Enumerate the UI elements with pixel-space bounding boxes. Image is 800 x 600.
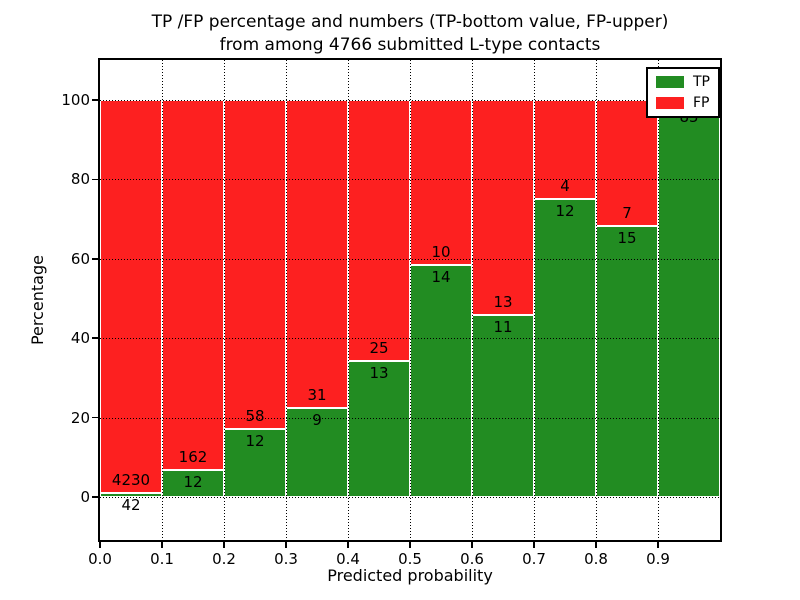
- grid-vline: [161, 60, 163, 540]
- legend-label-fp: FP: [693, 95, 710, 111]
- x-tick-mark: [223, 542, 225, 548]
- bar-segment-fp: [100, 100, 162, 494]
- bar-tp-count-label: 12: [555, 202, 575, 221]
- x-tick-label: 0.5: [398, 550, 422, 568]
- bar-fp-count-label: 4: [560, 177, 570, 196]
- x-tick-label: 0.0: [88, 550, 112, 568]
- bar-segment-fp: [534, 100, 596, 200]
- y-tick-label: 100: [61, 91, 90, 109]
- bar-tp-count-label: 12: [183, 472, 203, 491]
- bar-segment-fp: [162, 100, 224, 470]
- x-tick-mark: [99, 542, 101, 548]
- legend-patch-tp: [656, 76, 684, 88]
- grid-vline: [595, 60, 597, 540]
- y-tick-label: 20: [70, 408, 90, 427]
- legend-box: TP FP: [646, 67, 720, 118]
- x-tick-mark: [471, 542, 473, 548]
- y-tick-label: 40: [70, 329, 90, 348]
- bar-segment-tp: [658, 104, 720, 497]
- bar-tp-count-label: 42: [121, 496, 141, 515]
- legend-label-tp: TP: [693, 74, 710, 90]
- bar-segment-tp: [224, 428, 286, 497]
- bar-segment-tp: [410, 265, 472, 497]
- x-tick-mark: [657, 542, 659, 548]
- x-axis-label: Predicted probability: [327, 566, 493, 585]
- x-tick-mark: [161, 542, 163, 548]
- legend-item-tp: TP: [656, 74, 710, 90]
- bar-fp-count-label: 4230: [111, 471, 151, 490]
- y-tick-mark: [92, 337, 98, 339]
- plot-area: 4230421621258123192513101413114127151850…: [61, 58, 722, 568]
- bar-segment-fp: [596, 100, 658, 227]
- bar-segment-fp: [286, 100, 348, 408]
- bar-tp-count-label: 14: [431, 268, 451, 287]
- y-tick-label: 0: [80, 488, 90, 506]
- x-tick-label: 0.1: [150, 550, 174, 568]
- bar-fp-count-label: 58: [245, 406, 265, 425]
- bar-segment-tp: [596, 226, 658, 497]
- y-tick-mark: [92, 99, 98, 101]
- x-tick-mark: [595, 542, 597, 548]
- y-tick-mark: [92, 178, 98, 181]
- bar-tp-count-label: 12: [245, 431, 265, 450]
- grid-vline: [471, 60, 473, 540]
- y-tick-label: 80: [70, 170, 90, 189]
- bar-fp-count-label: 162: [178, 447, 208, 466]
- x-tick-mark: [347, 542, 349, 548]
- bar-tp-count-label: 13: [369, 364, 389, 383]
- x-tick-label: 0.4: [336, 550, 360, 568]
- bar-segment-tp: [472, 315, 534, 497]
- grid-vline: [533, 60, 535, 540]
- x-tick-label: 0.7: [522, 550, 546, 568]
- grid-vline: [657, 60, 659, 540]
- bar-tp-count-label: 15: [617, 229, 637, 248]
- chart-title-line2: from among 4766 submitted L-type contact…: [219, 35, 601, 55]
- bar-fp-count-label: 7: [622, 204, 632, 223]
- x-tick-mark: [409, 542, 411, 548]
- bar-fp-count-label: 31: [307, 385, 327, 404]
- y-axis-label: Percentage: [28, 255, 47, 346]
- bar-segment-fp: [348, 100, 410, 362]
- legend-item-fp: FP: [656, 95, 710, 111]
- grid-vline: [347, 60, 349, 540]
- bar-segment-tp: [534, 199, 596, 497]
- legend-patch-fp: [656, 97, 684, 109]
- grid-vline: [409, 60, 411, 540]
- bar-fp-count-label: 13: [493, 293, 513, 312]
- x-tick-label: 0.2: [212, 550, 236, 568]
- x-tick-mark: [285, 542, 287, 548]
- y-tick-mark: [92, 416, 98, 419]
- x-tick-label: 0.6: [460, 550, 484, 568]
- x-tick-label: 0.8: [584, 550, 608, 568]
- x-tick-label: 0.9: [646, 550, 670, 568]
- y-tick-mark: [92, 496, 98, 498]
- y-tick-label: 60: [70, 249, 90, 268]
- chart-title-line1: TP /FP percentage and numbers (TP-bottom…: [151, 12, 669, 32]
- bar-fp-count-label: 10: [431, 243, 451, 262]
- grid-vline: [285, 60, 287, 540]
- bar-segment-fp: [224, 100, 286, 429]
- grid-vline: [223, 60, 225, 540]
- bar-segment-fp: [472, 100, 534, 316]
- bar-tp-count-label: 9: [312, 410, 322, 429]
- bar-segment-fp: [410, 100, 472, 266]
- bar-fp-count-label: 25: [369, 339, 389, 358]
- bar-tp-count-label: 11: [493, 318, 513, 337]
- x-tick-label: 0.3: [274, 550, 298, 568]
- y-tick-mark: [92, 258, 98, 260]
- x-tick-mark: [533, 542, 535, 548]
